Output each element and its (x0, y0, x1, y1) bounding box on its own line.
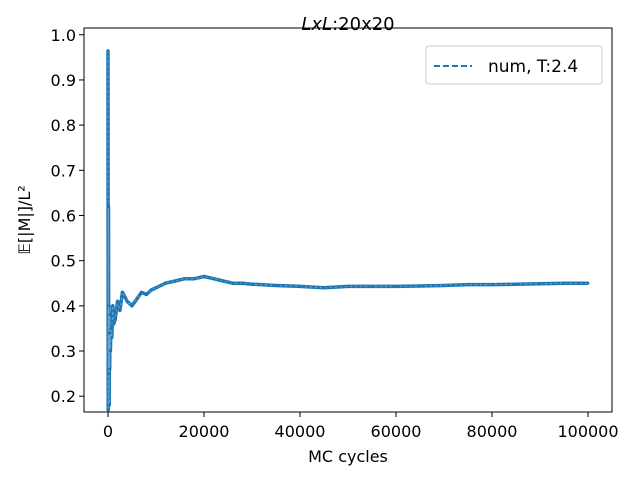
series-line (106, 50, 588, 412)
data-point (231, 281, 235, 285)
data-point (135, 297, 139, 301)
data-point (298, 284, 302, 288)
data-point (202, 274, 206, 278)
data-point (107, 403, 111, 407)
data-point (538, 282, 542, 286)
data-point (394, 284, 398, 288)
data-point (112, 322, 116, 326)
y-tick-label: 0.9 (51, 71, 76, 90)
plot-frame (83, 27, 613, 413)
data-point (466, 283, 470, 287)
data-point (144, 293, 148, 297)
data-point (173, 279, 177, 283)
chart-title-rest: :20x20 (332, 14, 395, 35)
data-point (107, 304, 111, 308)
x-tick-label: 0 (103, 422, 113, 441)
y-tick-label: 0.2 (51, 387, 76, 406)
data-point (154, 286, 158, 290)
data-point (109, 326, 113, 330)
data-point (442, 284, 446, 288)
data-point (107, 372, 111, 376)
data-point (514, 282, 518, 286)
x-tick-label: 100000 (557, 422, 618, 441)
y-tick-label: 0.7 (51, 161, 76, 180)
y-tick-label: 0.8 (51, 116, 76, 135)
chart-title-italic: LxL (301, 14, 332, 35)
x-tick-label: 40000 (275, 422, 326, 441)
data-point (183, 277, 187, 281)
data-point (212, 277, 216, 281)
data-point (322, 286, 326, 290)
plot-area (106, 49, 590, 412)
data-point (106, 204, 110, 208)
data-point (586, 281, 590, 285)
x-tick-label: 20000 (179, 422, 230, 441)
data-point (116, 299, 120, 303)
data-point (118, 308, 122, 312)
data-point (149, 288, 153, 292)
legend-box (425, 45, 603, 85)
series-line-dash (107, 50, 588, 410)
legend: num, T:2.4 (425, 45, 603, 85)
y-tick-label: 1.0 (51, 26, 76, 45)
data-point (370, 284, 374, 288)
data-point (130, 304, 134, 308)
data-point (111, 304, 115, 308)
y-axis: 0.2 0.3 0.4 0.5 0.6 0.7 0.8 0.9 1.0 (51, 26, 84, 406)
y-tick-label: 0.5 (51, 252, 76, 271)
y-axis-label: 𝔼[|M|]/L² (15, 185, 34, 254)
data-point (250, 282, 254, 286)
data-point (192, 277, 196, 281)
data-point (140, 290, 144, 294)
y-tick-label: 0.3 (51, 342, 76, 361)
data-point (108, 349, 112, 353)
data-point (346, 284, 350, 288)
data-point (418, 284, 422, 288)
data-point (108, 313, 112, 317)
data-point (562, 281, 566, 285)
chart-title: LxL:20x20 (301, 14, 394, 35)
data-point (164, 281, 168, 285)
data-point (221, 279, 225, 283)
data-point (110, 335, 114, 339)
x-axis-label: MC cycles (308, 447, 388, 466)
x-tick-label: 80000 (467, 422, 518, 441)
legend-entry: num, T:2.4 (488, 57, 578, 77)
data-point (107, 331, 111, 335)
x-axis: 0 20000 40000 60000 80000 100000 (103, 412, 619, 441)
data-point (113, 317, 117, 321)
data-point (108, 367, 112, 371)
data-point (125, 299, 129, 303)
data-point (274, 284, 278, 288)
y-tick-label: 0.4 (51, 297, 76, 316)
y-tick-label: 0.6 (51, 206, 76, 225)
data-point (490, 283, 494, 287)
data-point (240, 281, 244, 285)
data-point (106, 49, 110, 53)
data-point (120, 290, 124, 294)
data-point (123, 295, 127, 299)
x-tick-label: 60000 (371, 422, 422, 441)
data-point (106, 408, 110, 412)
